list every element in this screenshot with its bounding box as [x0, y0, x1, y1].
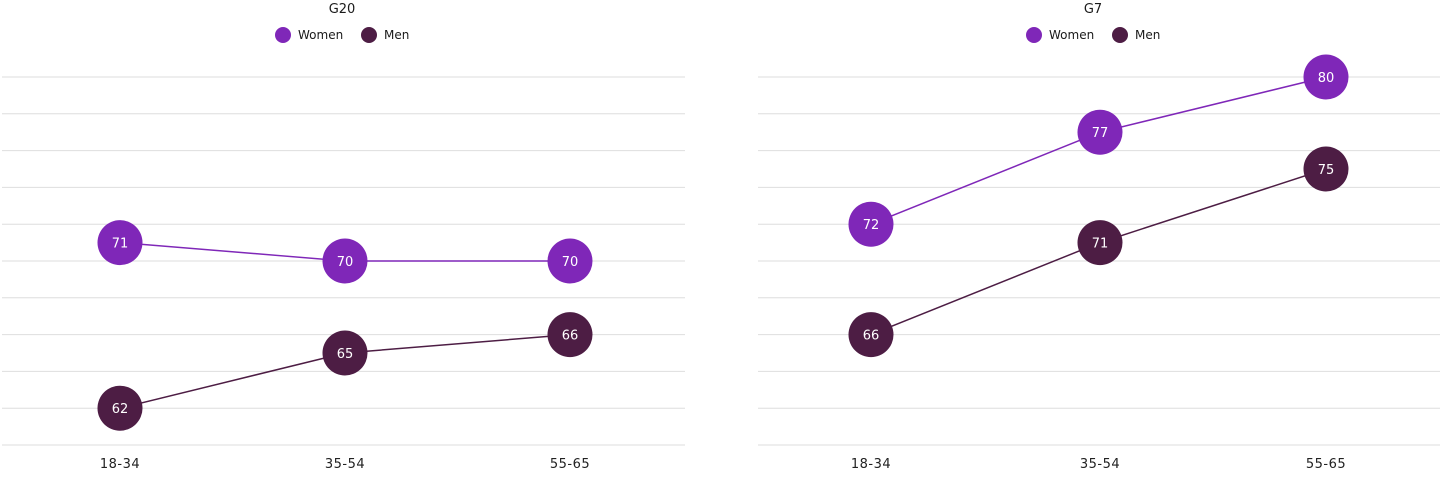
data-label: 70 [337, 255, 354, 270]
data-point-women [97, 220, 143, 266]
legend-label: Women [1049, 28, 1094, 42]
chart-title: G7 [1084, 2, 1102, 17]
x-tick-label: 55-65 [550, 457, 590, 472]
x-tick-label: 55-65 [1306, 457, 1346, 472]
legend-label: Women [298, 28, 343, 42]
data-point-women [1303, 54, 1349, 100]
data-label: 77 [1092, 126, 1109, 141]
data-point-women [547, 238, 593, 284]
legend-item-women: Women [1026, 27, 1094, 43]
data-point-men [97, 385, 143, 431]
data-label: 70 [562, 255, 579, 270]
data-label: 71 [1092, 237, 1109, 252]
data-label: 71 [112, 237, 129, 252]
x-tick-label: 35-54 [1080, 457, 1120, 472]
data-point-men [322, 330, 368, 376]
legend-item-women: Women [275, 27, 343, 43]
legend-marker [275, 27, 291, 43]
chart-title: G20 [329, 2, 356, 17]
data-label: 62 [112, 402, 129, 417]
legend-marker [361, 27, 377, 43]
x-tick-label: 18-34 [100, 457, 140, 472]
data-label: 75 [1318, 163, 1335, 178]
legend-label: Men [1135, 28, 1160, 42]
legend-label: Men [384, 28, 409, 42]
data-point-women [1077, 109, 1123, 155]
x-tick-label: 35-54 [325, 457, 365, 472]
x-tick-label: 18-34 [851, 457, 891, 472]
data-point-women [322, 238, 368, 284]
data-point-men [547, 312, 593, 358]
chart-panel-g20: G20 Women Men 18-34 35-54 55-65 71 70 70 62 65 66 [2, 2, 685, 472]
legend-marker [1112, 27, 1128, 43]
data-label: 80 [1318, 71, 1335, 86]
data-point-women [848, 201, 894, 247]
legend-marker [1026, 27, 1042, 43]
data-label: 66 [562, 329, 579, 344]
chart-panel-g7: G7 Women Men 18-34 35-54 55-65 72 77 80 66 71 75 [758, 2, 1440, 472]
data-label: 72 [863, 218, 880, 233]
data-label: 66 [863, 329, 880, 344]
data-label: 65 [337, 347, 354, 362]
legend-item-men: Men [361, 27, 409, 43]
data-point-men [1303, 146, 1349, 192]
legend-item-men: Men [1112, 27, 1160, 43]
data-point-men [848, 312, 894, 358]
data-point-men [1077, 220, 1123, 266]
